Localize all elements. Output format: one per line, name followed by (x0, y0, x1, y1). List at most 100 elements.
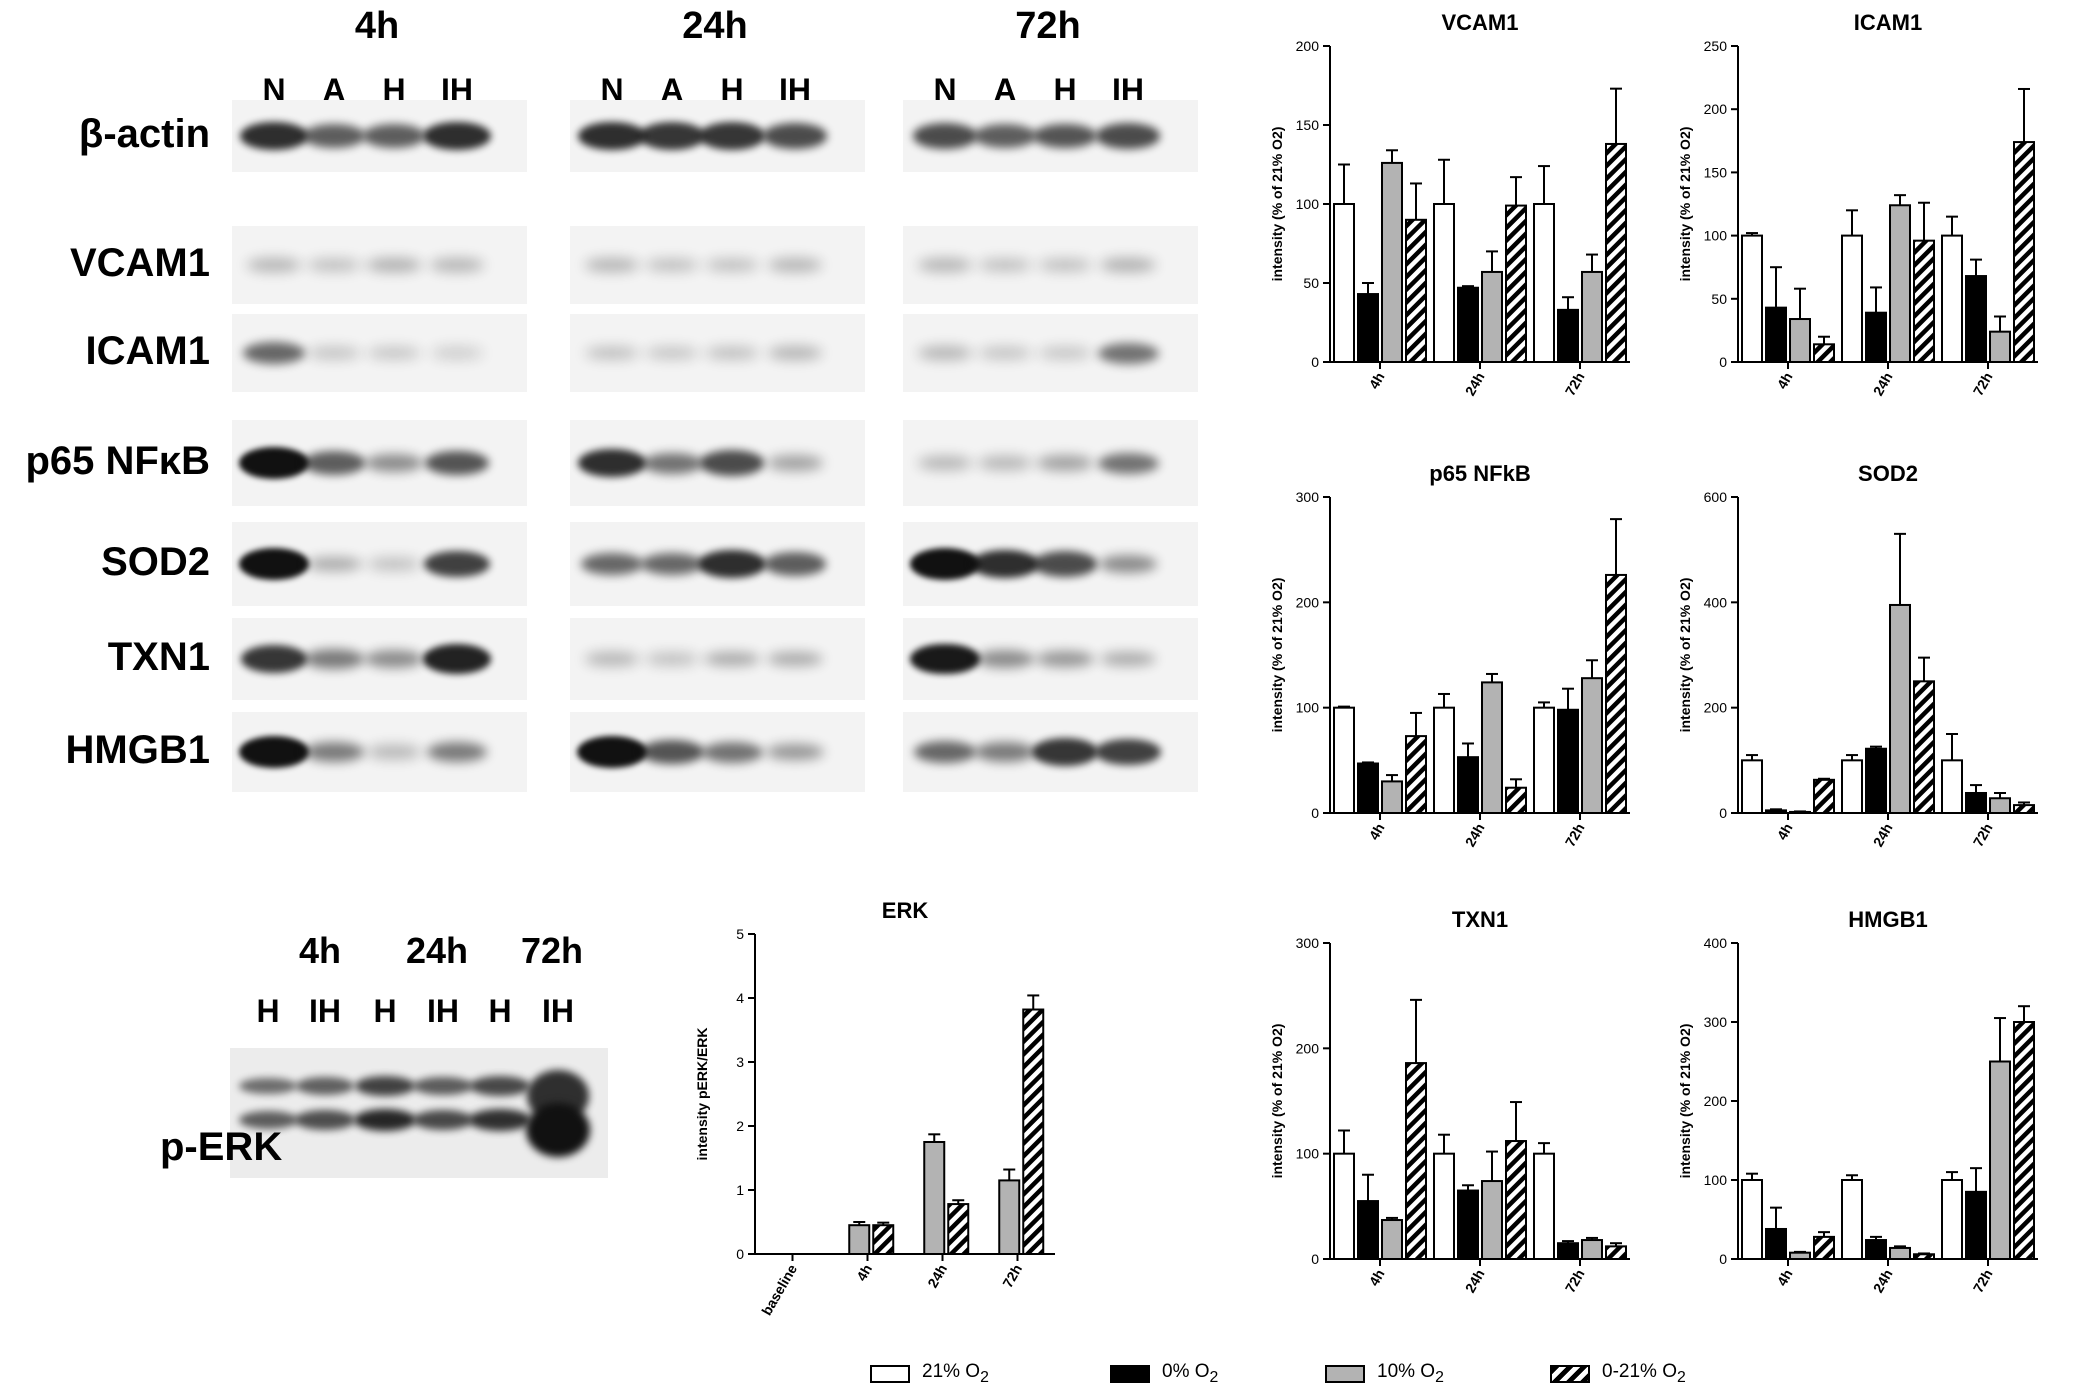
blot-band (303, 649, 365, 669)
perk-band (295, 1077, 355, 1095)
x-tick-label: 4h (1366, 1267, 1388, 1289)
blot-band (914, 740, 976, 764)
blot-band (977, 258, 1033, 272)
blot-band (239, 447, 309, 479)
y-tick-label: 200 (1704, 1093, 1728, 1109)
bar (1333, 706, 1355, 815)
y-tick-label: 150 (1296, 117, 1320, 133)
y-tick-label: 100 (1296, 196, 1320, 212)
bar (1789, 1251, 1811, 1261)
bar (1533, 203, 1555, 363)
perk-band (354, 1075, 416, 1097)
y-axis-label: intensity pERK/ERK (694, 1027, 710, 1160)
bar (1557, 1242, 1579, 1260)
bar (1913, 680, 1935, 814)
blot-band (1033, 123, 1097, 149)
blot-band (917, 456, 973, 470)
x-tick-label: 4h (1774, 370, 1796, 392)
legend-label-subscript: 2 (1676, 1368, 1686, 1386)
bar (1357, 293, 1379, 363)
bar (1913, 1253, 1935, 1261)
bar (1457, 1189, 1479, 1260)
bar (1965, 791, 1987, 815)
chart-hmgb1: HMGB1 0 100 200 300 400 intensity (% of 21% O2… (1677, 907, 2038, 1295)
bar (1889, 603, 1911, 815)
bar (1965, 275, 1987, 364)
bar (2013, 804, 2035, 814)
bar (1457, 286, 1479, 363)
bar (1605, 142, 1627, 363)
perk-blot-strip (230, 1048, 608, 1178)
blot-strip (903, 420, 1198, 506)
y-tick-label: 250 (1704, 38, 1728, 54)
blot-row-label: SOD2 (101, 540, 210, 584)
blot-strip (232, 226, 527, 304)
blot-band (974, 742, 1036, 762)
perk-band (295, 1110, 355, 1130)
blot-band (766, 455, 824, 471)
bar (1433, 1152, 1455, 1260)
blot-strip (232, 522, 527, 606)
y-tick-label: 400 (1704, 594, 1728, 610)
blot-band (910, 643, 980, 675)
x-tick-label: 4h (1774, 821, 1796, 843)
legend-item: 10% O2 (1325, 1360, 1444, 1388)
y-tick-label: 100 (1296, 700, 1320, 716)
blot-timepoint-72h: 72h (1015, 5, 1081, 47)
blot-band (1095, 123, 1161, 149)
y-tick-label: 1 (736, 1182, 744, 1198)
bar (1381, 780, 1403, 815)
bar (1433, 706, 1455, 815)
blot-band (971, 549, 1039, 579)
blot-band (367, 347, 421, 359)
bar (1557, 308, 1579, 363)
blot-band (584, 652, 640, 666)
x-tick-label: 24h (1870, 1267, 1896, 1296)
bar (1433, 203, 1455, 363)
perk-lane-IH: IH (427, 993, 459, 1029)
x-tick-label: 24h (924, 1262, 950, 1291)
blot-band (302, 451, 366, 475)
y-tick-label: 0 (1311, 805, 1319, 821)
bar (1765, 306, 1787, 364)
bar (1333, 203, 1355, 363)
blot-band (1031, 738, 1099, 766)
chart-title: ERK (882, 898, 929, 923)
chart-sod2: SOD2 0 200 400 600 intensity (% of 21% O2) 4h 2… (1677, 461, 2038, 849)
blot-band (1095, 738, 1161, 766)
x-tick-label: 24h (1462, 1267, 1488, 1296)
blot-band (306, 258, 362, 272)
blot-band (638, 122, 706, 150)
bar (2013, 141, 2035, 363)
perk-band (413, 1076, 473, 1096)
bar (1741, 759, 1763, 814)
bar (1989, 1060, 2011, 1260)
perk-band (469, 1109, 531, 1131)
y-axis-label: intensity (% of 21% O2) (1677, 578, 1693, 733)
blot-band (1032, 551, 1098, 577)
blot-row-label: ICAM1 (85, 329, 210, 373)
bar (1865, 311, 1887, 364)
bar (1381, 161, 1403, 363)
bar (1505, 204, 1527, 363)
bar (1481, 270, 1503, 363)
blot-band (704, 346, 760, 360)
bar (1813, 343, 1835, 363)
blot-timepoint-24h: 24h (682, 5, 748, 47)
bar (1505, 786, 1527, 814)
legend-item: 0-21% O2 (1550, 1360, 1686, 1388)
blot-band (1098, 555, 1158, 573)
chart-title: SOD2 (1858, 461, 1918, 486)
x-tick-label: 72h (1562, 821, 1588, 850)
chart-p65-nfkb: p65 NFkB 0 100 200 300 intensity (% of 21% O2… (1269, 461, 1630, 849)
bar (1481, 1180, 1503, 1261)
x-tick-label: 24h (1462, 370, 1488, 399)
chart-title: VCAM1 (1441, 10, 1518, 35)
blot-strip (903, 314, 1198, 392)
bar (1865, 1239, 1887, 1261)
blot-strip (903, 100, 1198, 172)
y-tick-label: 300 (1296, 935, 1320, 951)
blot-row-label: TXN1 (107, 635, 210, 679)
blot-strip (232, 100, 527, 172)
